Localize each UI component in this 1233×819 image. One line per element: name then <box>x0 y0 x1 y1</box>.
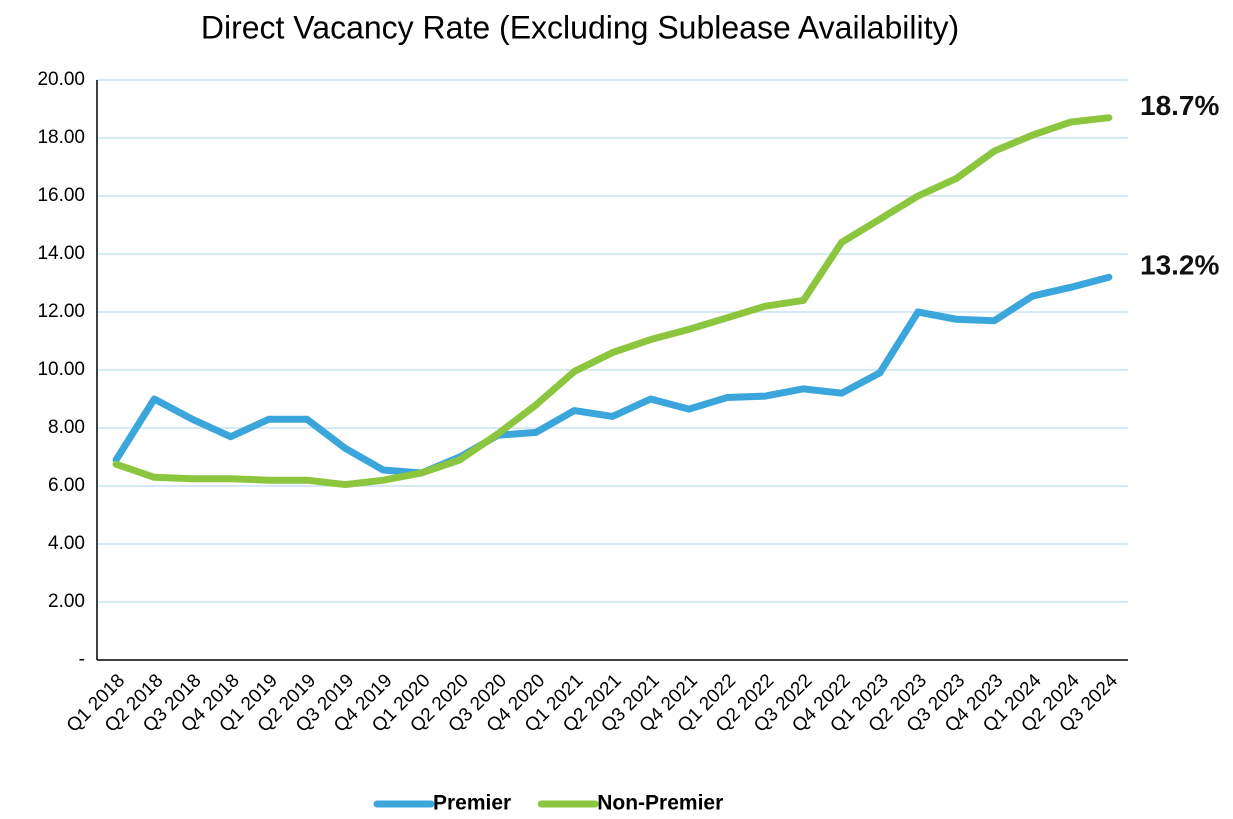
legend-label: Premier <box>433 792 511 815</box>
y-tick-label: 4.00 <box>48 533 85 554</box>
y-tick-label: 10.00 <box>37 359 85 380</box>
y-tick-label: 12.00 <box>37 301 85 322</box>
y-tick-label: 2.00 <box>48 591 85 612</box>
chart-title: Direct Vacancy Rate (Excluding Sublease … <box>201 9 959 45</box>
legend-label: Non-Premier <box>597 792 723 815</box>
line-series <box>112 114 1113 489</box>
y-tick-label: 20.00 <box>37 69 85 90</box>
y-tick-label: 14.00 <box>37 243 85 264</box>
annotation: 13.2% <box>1140 250 1219 281</box>
y-tick-label: - <box>79 649 85 670</box>
y-tick-label: 16.00 <box>37 185 85 206</box>
y-tick-label: 18.00 <box>37 127 85 148</box>
annotation: 18.7% <box>1140 90 1219 121</box>
y-tick-label: 8.00 <box>48 417 85 438</box>
y-tick-label: 6.00 <box>48 475 85 496</box>
line-series <box>112 273 1113 477</box>
